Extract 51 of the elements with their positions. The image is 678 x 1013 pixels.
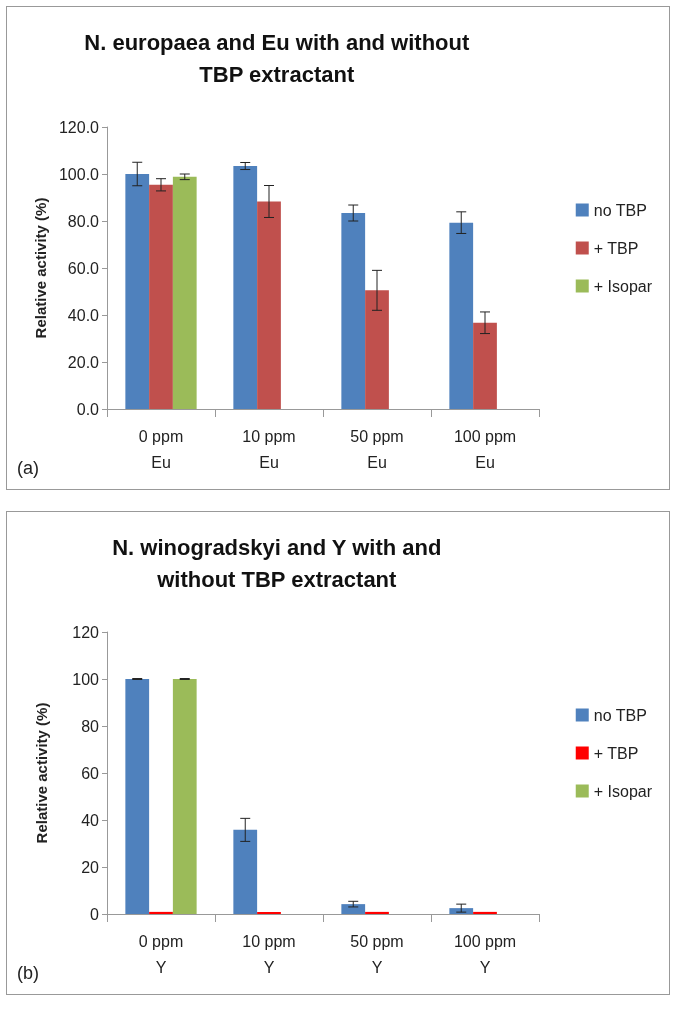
legend-label: + Isopar [593,782,653,800]
y-tick-label: 80 [81,717,100,735]
y-axis-title: Relative activity (%) [33,702,50,844]
bar [257,201,281,409]
x-tick-label: 50 ppm Y [350,932,404,976]
y-tick-label: 0.0 [76,400,100,418]
y-tick-label: 100 [72,670,100,688]
bar [473,322,497,409]
bar [125,679,150,914]
bar [233,166,258,409]
bar [149,911,173,914]
x-tick-label: 0 ppm Eu [138,427,184,471]
x-tick-label: 0 ppm Y [138,932,184,976]
legend-label: + TBP [593,744,639,762]
bar [449,222,474,409]
bar [341,904,366,914]
bar [172,679,197,914]
y-tick-label: 20.0 [67,353,100,371]
y-tick-label: 0 [90,905,100,923]
chart-title: N. europaea and Eu with and without TBP extractant [84,29,470,87]
x-tick-label: 10 ppm Y [242,932,296,976]
y-tick-label: 120.0 [58,118,100,136]
bar [149,184,173,409]
bar [473,911,497,914]
bar [365,911,389,914]
legend-label: + Isopar [593,277,653,295]
y-tick-label: 100.0 [58,165,100,183]
y-tick-label: 40 [81,811,100,829]
y-tick-label: 20 [81,858,100,876]
y-tick-label: 80.0 [67,212,100,230]
y-tick-label: 60.0 [67,259,100,277]
x-tick-label: 100 ppm Eu [453,427,517,471]
chart-title: N. winogradskyi and Y with and without TBP extractant [112,534,442,592]
y-tick-label: 120 [72,623,100,641]
legend-label: no TBP [593,706,647,724]
y-tick-label: 40.0 [67,306,100,324]
bar [172,176,197,409]
bar [257,911,281,914]
y-axis-title: Relative activity (%) [32,197,50,339]
legend-label: + TBP [593,239,639,257]
x-tick-label: 10 ppm Eu [242,427,296,471]
bar [341,213,366,409]
x-tick-label: 50 ppm Eu [350,427,404,471]
bar [365,290,389,409]
bar [233,829,258,914]
legend-label: no TBP [593,201,647,219]
text: (b) [17,963,39,983]
x-tick-label: 100 ppm Y [453,932,517,976]
bar [125,174,150,409]
text: (a) [17,458,39,478]
y-tick-label: 60 [81,764,100,782]
